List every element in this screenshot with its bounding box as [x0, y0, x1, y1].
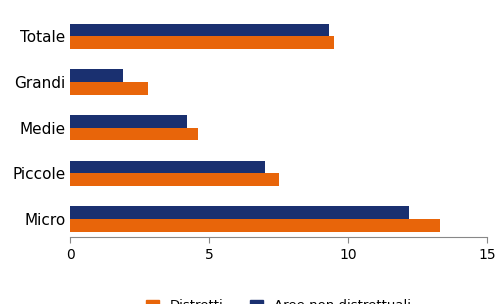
Bar — [70, 161, 264, 173]
Bar — [70, 206, 408, 219]
Bar — [70, 82, 148, 95]
Bar — [70, 36, 334, 49]
Legend: Distretti, Aree non distrettuali: Distretti, Aree non distrettuali — [141, 294, 415, 304]
Bar — [70, 128, 198, 140]
Bar — [70, 173, 278, 186]
Bar — [70, 24, 328, 36]
Bar — [70, 115, 186, 128]
Bar — [70, 219, 439, 232]
Bar — [70, 69, 123, 82]
